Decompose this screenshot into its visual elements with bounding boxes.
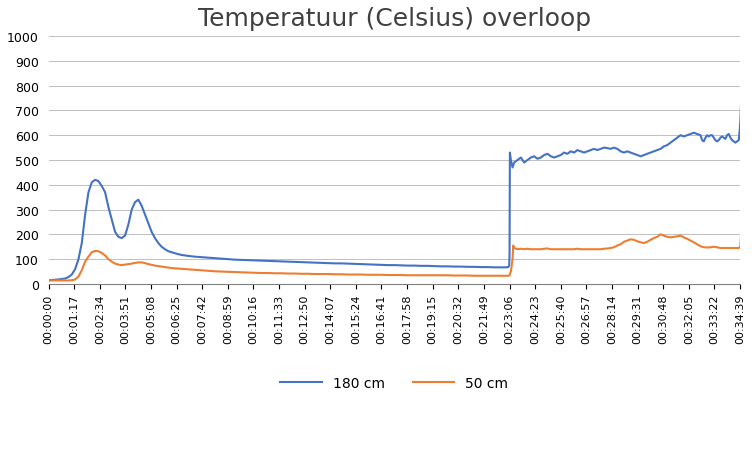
Line: 50 cm: 50 cm [49, 106, 752, 281]
50 cm [550, 247, 559, 253]
Line: 180 cm: 180 cm [49, 64, 752, 281]
50 cm [44, 278, 53, 284]
50 cm [739, 104, 748, 109]
50 cm [124, 262, 133, 267]
180 cm [738, 61, 747, 67]
180 cm [44, 278, 53, 284]
180 cm [154, 241, 163, 246]
50 cm [606, 246, 615, 251]
50 cm [663, 235, 672, 240]
Title: Temperatuur (Celsius) overloop: Temperatuur (Celsius) overloop [198, 7, 591, 31]
Legend: 180 cm, 50 cm: 180 cm, 50 cm [274, 371, 514, 396]
50 cm [330, 272, 339, 277]
50 cm [390, 273, 399, 278]
180 cm [64, 275, 73, 280]
180 cm [517, 156, 526, 161]
